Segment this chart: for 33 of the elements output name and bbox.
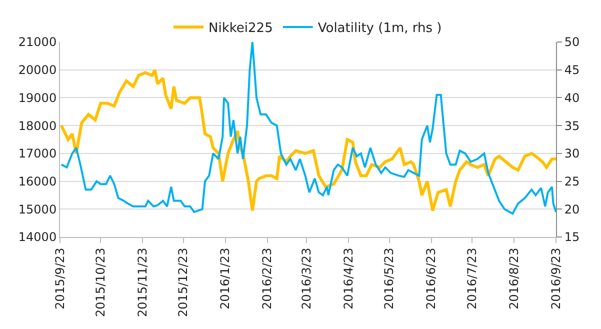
legend-label: Nikkei225 [208,21,273,36]
x-tick-label: 2016/1/23 [218,248,232,310]
line-series [60,68,556,212]
y-tick-label: 20000 [18,63,57,78]
y-tick-label: 15000 [18,202,57,216]
y2-tick-label: 35 [564,118,580,133]
y2-tick-label: 15 [564,230,580,244]
legend-label: Volatility (1m, rhs ) [318,21,442,36]
y2-tick-label: 30 [564,146,580,161]
x-tick-label: 2015/10/23 [94,248,108,317]
x-tick-label: 2016/4/23 [342,248,356,310]
y-tick-label: 17000 [18,146,57,161]
x-tick-label: 2016/2/23 [260,248,274,310]
y2-tick-label: 25 [564,174,580,188]
y-tick-label: 21000 [18,35,57,50]
y-tick-label: 14000 [18,230,57,244]
y2-tick-label: 40 [564,90,580,105]
line-series [60,42,556,215]
x-tick-label: 2016/8/23 [506,248,521,310]
y2-tick-label: 20 [564,202,580,216]
x-tick-label: 2016/9/23 [548,248,563,310]
y-tick-label: 16000 [18,174,57,188]
y-tick-label: 18000 [18,118,57,133]
y-tick-label: 19000 [18,90,57,105]
x-tick-label: 2015/12/23 [176,248,190,317]
x-tick-label: 2016/6/23 [424,248,438,310]
x-tick-label: 2015/11/23 [136,248,150,317]
x-tick-label: 2016/7/23 [464,248,479,310]
x-tick-label: 2016/3/23 [300,248,314,310]
y2-tick-label: 50 [564,35,580,50]
y2-tick-label: 45 [564,63,580,78]
x-tick-label: 2016/5/23 [382,248,396,310]
x-tick-label: 2015/9/23 [52,248,67,310]
